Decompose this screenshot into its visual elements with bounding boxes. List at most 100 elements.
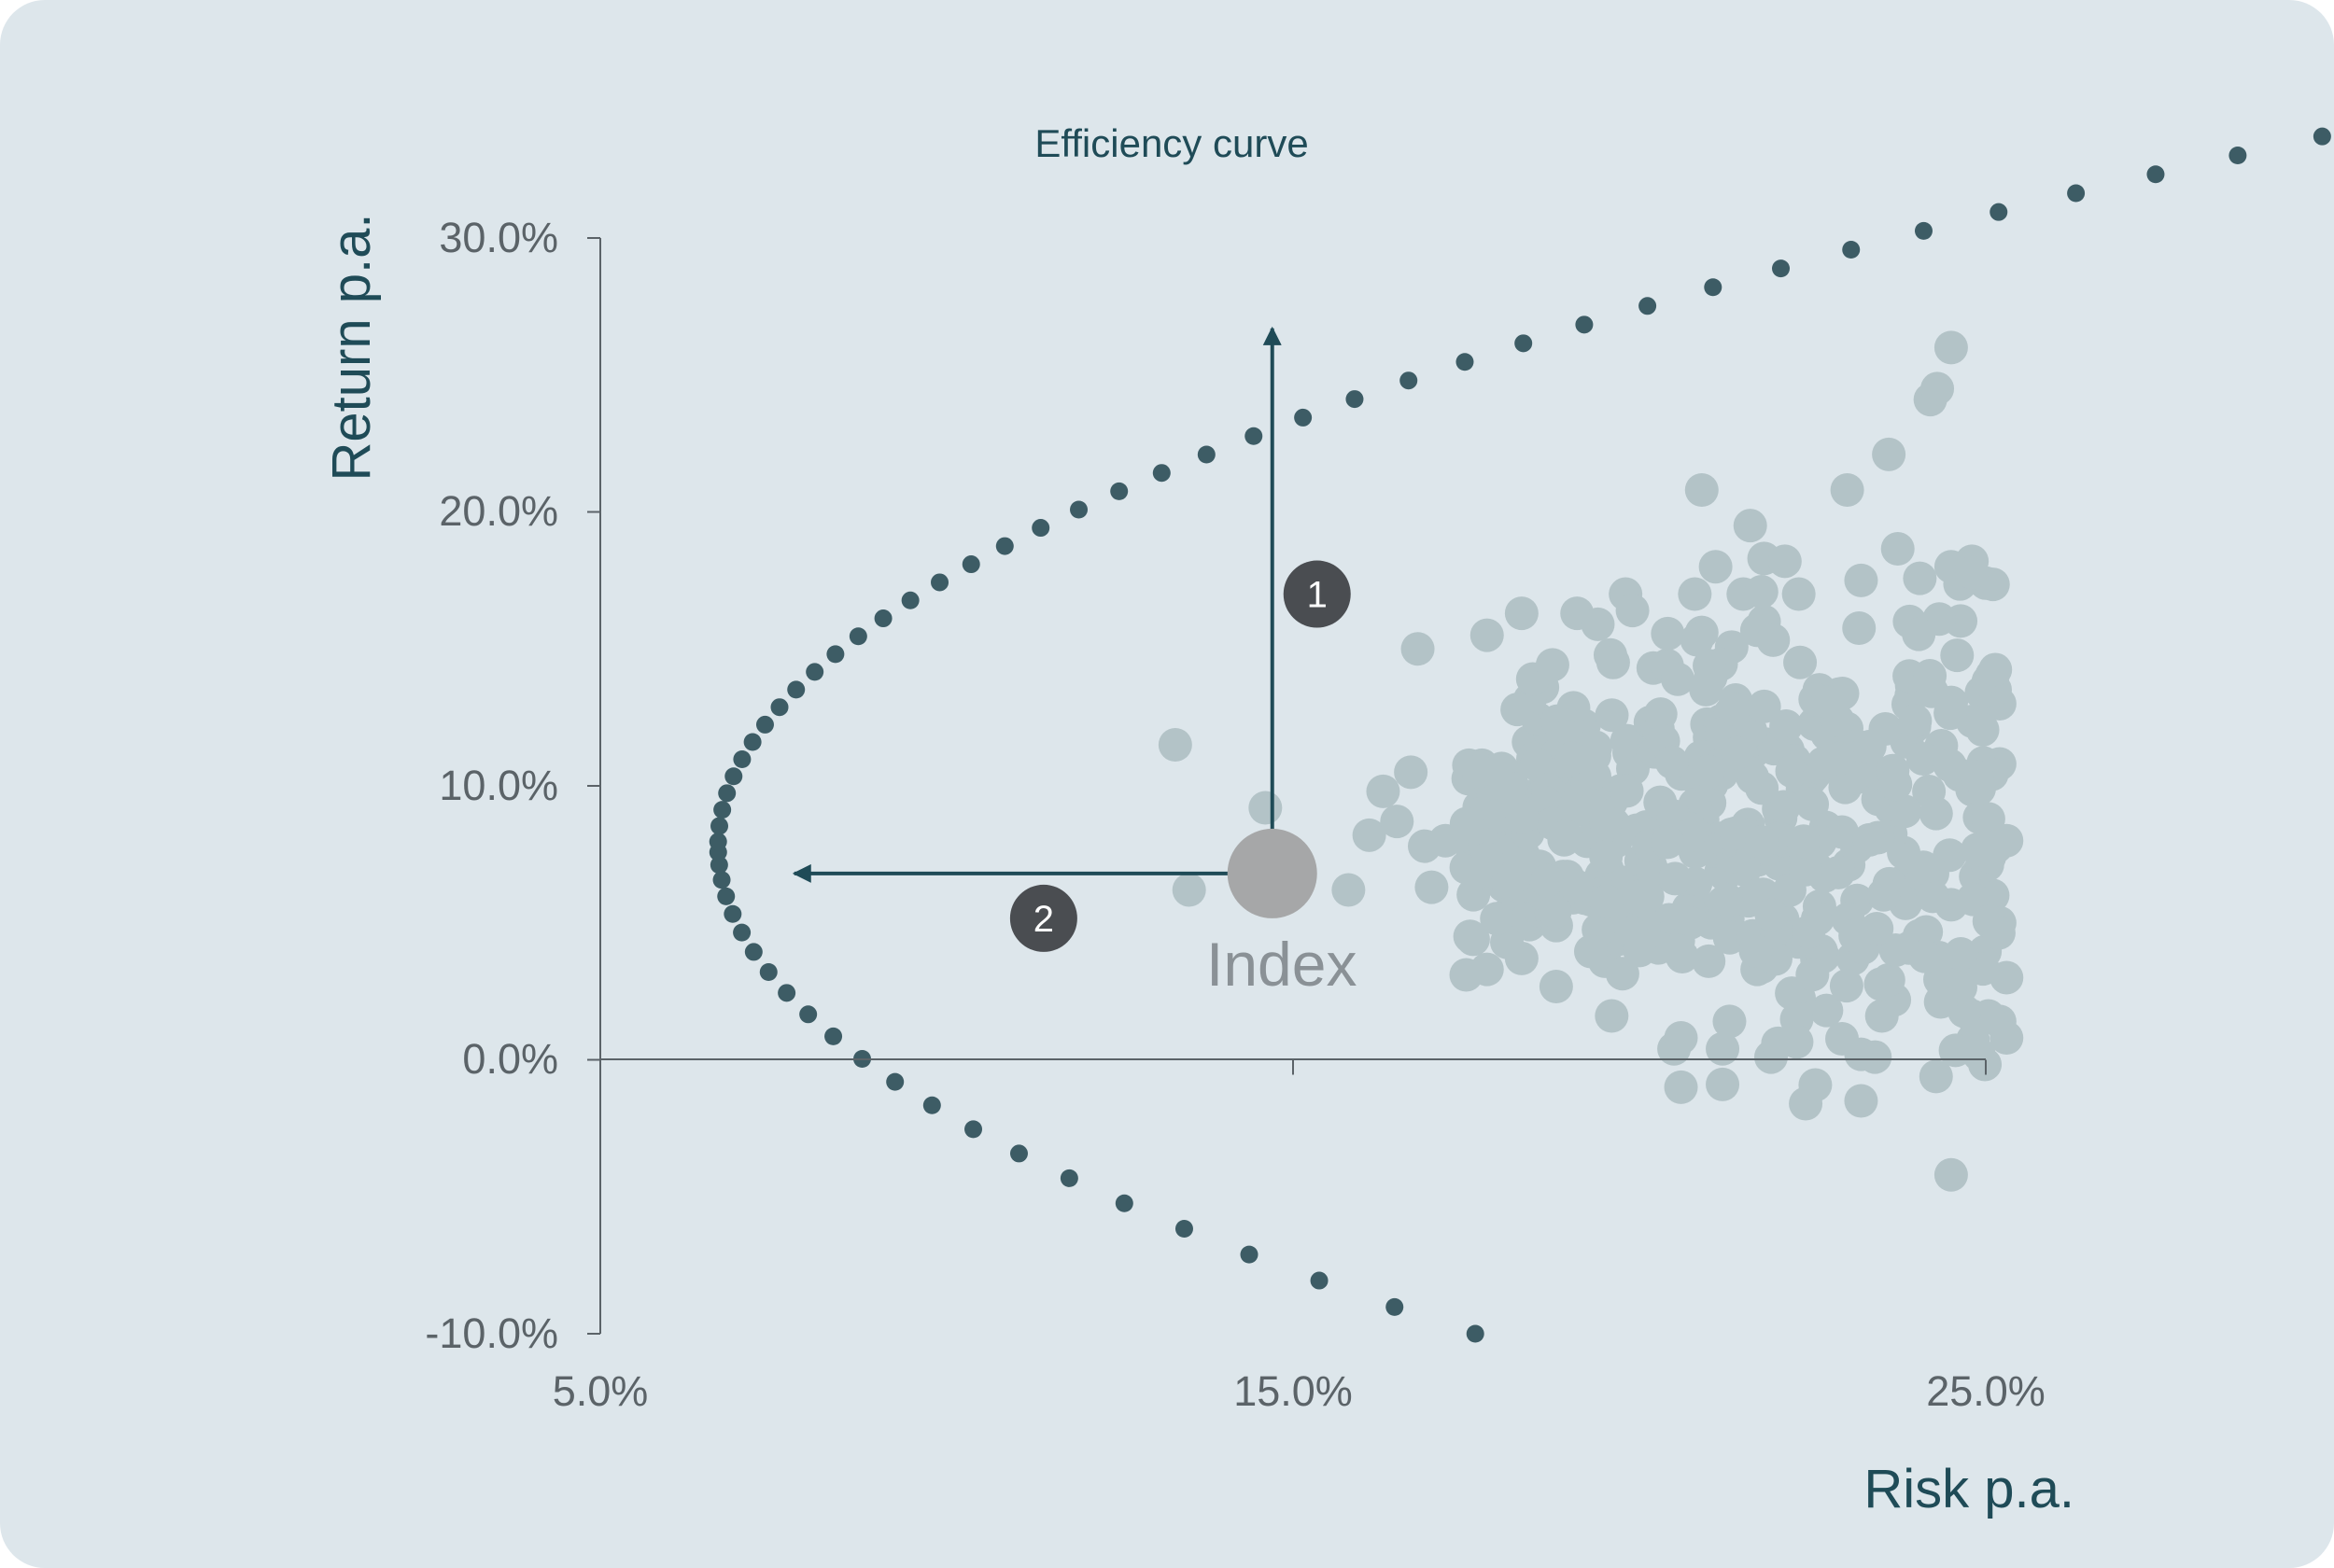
portfolio-point: [1747, 689, 1781, 723]
frontier-point: [1842, 241, 1861, 259]
portfolio-point: [1866, 877, 1901, 912]
frontier-point: [962, 555, 980, 574]
portfolio-point: [1469, 952, 1504, 987]
portfolio-point: [1615, 594, 1650, 628]
portfolio-point: [1733, 509, 1767, 543]
portfolio-point: [1248, 791, 1283, 825]
frontier-point: [1514, 334, 1533, 353]
x-tick-marks: [1292, 1059, 1987, 1075]
frontier-point: [2229, 146, 2247, 164]
portfolio-point: [1331, 873, 1366, 907]
frontier-point: [2146, 165, 2165, 184]
x-axis-title: Risk p.a.: [1863, 1459, 2074, 1519]
portfolio-point: [1400, 632, 1435, 666]
portfolio-point: [1789, 852, 1823, 887]
frontier-point: [1466, 1324, 1484, 1343]
frontier-point: [712, 871, 731, 889]
frontier-point: [1772, 259, 1791, 278]
portfolio-point: [1414, 870, 1449, 904]
portfolio-point: [1654, 745, 1689, 779]
frontier-point: [1115, 1194, 1133, 1212]
portfolio-point: [1720, 735, 1754, 770]
portfolio-point: [1680, 623, 1714, 657]
x-tick-label-25: 25.0%: [1926, 1367, 2046, 1415]
portfolio-point: [1961, 833, 1995, 867]
portfolio-point: [1767, 544, 1802, 579]
portfolio-point: [1898, 704, 1933, 738]
portfolio-point: [1821, 855, 1856, 889]
portfolio-point: [1691, 754, 1725, 789]
portfolio-point: [1380, 805, 1414, 839]
portfolio-point: [1661, 933, 1695, 968]
portfolio-point: [1494, 772, 1528, 806]
frontier-point: [2313, 127, 2331, 146]
portfolio-point: [1610, 723, 1644, 758]
portfolio-point: [1623, 933, 1657, 968]
frontier-point: [1399, 371, 1418, 390]
portfolio-point: [1842, 610, 1877, 645]
frontier-point: [849, 627, 867, 646]
frontier-point: [901, 591, 920, 609]
index-point: [1227, 828, 1317, 918]
portfolio-point: [1905, 742, 1940, 777]
frontier-point: [1455, 353, 1474, 371]
portfolio-point: [1944, 937, 1978, 972]
frontier-point: [886, 1072, 905, 1091]
portfolio-point: [1786, 824, 1821, 859]
frontier-point: [1070, 500, 1089, 519]
frontier-point: [1240, 1245, 1258, 1264]
portfolio-point: [1617, 880, 1652, 915]
frontier-point: [1990, 203, 2008, 221]
badge-1: 1: [1283, 560, 1351, 628]
frontier-point: [995, 537, 1014, 555]
portfolio-point: [1497, 860, 1532, 894]
badge-1-text: 1: [1307, 575, 1328, 616]
y-tick-label-30: 30.0%: [439, 214, 558, 261]
portfolio-point: [1689, 672, 1723, 707]
frontier-point: [1060, 1169, 1078, 1187]
frontier-point: [1638, 297, 1657, 315]
portfolio-point: [1940, 638, 1975, 673]
portfolio-point: [1577, 759, 1611, 793]
portfolio-point: [1719, 816, 1753, 850]
axes: [587, 237, 1987, 1335]
frontier-point: [1294, 408, 1313, 427]
portfolio-point: [1960, 760, 1994, 794]
frontier-point: [1032, 519, 1050, 538]
portfolio-point: [1933, 1157, 1968, 1192]
x-tick-label-5: 5.0%: [553, 1367, 649, 1415]
portfolio-point: [1779, 1025, 1814, 1059]
frontier-point: [710, 817, 729, 835]
portfolio-point: [1664, 1070, 1698, 1104]
portfolio-point: [1461, 754, 1496, 789]
portfolio-point: [1394, 755, 1428, 790]
portfolio-point: [1684, 473, 1719, 508]
portfolio-point: [1916, 879, 1950, 914]
frontier-point: [733, 749, 752, 768]
portfolio-point: [1557, 793, 1592, 828]
portfolio-point: [1559, 869, 1594, 903]
portfolio-point: [1919, 1059, 1953, 1094]
portfolio-point: [1651, 616, 1685, 651]
portfolio-point: [1852, 822, 1887, 857]
portfolio-point: [1860, 911, 1894, 945]
badge-2-circle: [1009, 884, 1077, 952]
frontier-point: [743, 733, 762, 751]
frontier-point: [826, 645, 845, 664]
badge-2-text: 2: [1033, 899, 1054, 940]
portfolio-point: [1530, 863, 1565, 898]
portfolio-point: [1903, 561, 1937, 595]
portfolio-point: [1798, 1068, 1833, 1102]
portfolio-layer: [1158, 330, 2024, 1192]
frontier-point: [2067, 184, 2086, 203]
frontier-point: [1310, 1271, 1329, 1290]
portfolio-point: [1888, 794, 1922, 829]
frontier-point: [718, 784, 737, 803]
portfolio-point: [1480, 799, 1514, 833]
portfolio-point: [1692, 944, 1726, 978]
portfolio-point: [1595, 698, 1629, 733]
portfolio-point: [1717, 692, 1751, 726]
frontier-point: [1152, 464, 1171, 483]
portfolio-point: [1480, 902, 1514, 936]
portfolio-point: [1913, 659, 1947, 693]
